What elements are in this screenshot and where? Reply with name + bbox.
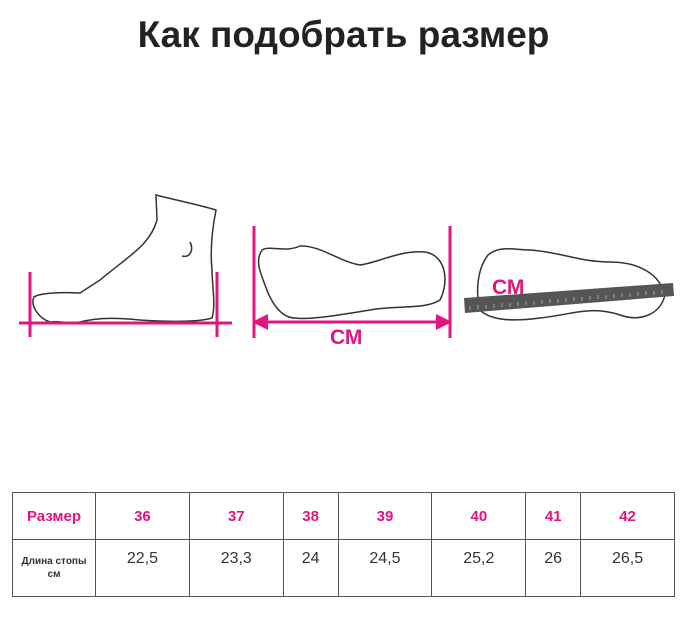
measurement-illustrations: СМ СМ: [19, 194, 674, 349]
cm-label-ruler: СМ: [492, 276, 524, 299]
size-cell: 36: [95, 492, 190, 540]
table-row-lengths: Длина стопы см 22,5 23,3 24 24,5 25,2 26 …: [12, 539, 675, 597]
cm-label-arrow: СМ: [330, 326, 362, 349]
size-table: Размер 36 37 38 39 40 41 42 Длина стопы с…: [12, 492, 675, 597]
row-label-length-line1: Длина стопы: [21, 556, 87, 567]
size-cell: 40: [431, 492, 527, 540]
length-cell: 26: [525, 539, 582, 597]
length-cell: 25,2: [431, 539, 527, 597]
size-cell: 37: [188, 492, 284, 540]
ruler-icon: [464, 283, 674, 313]
size-cell: 39: [337, 492, 433, 540]
measure-arrow: [252, 226, 452, 338]
page-title: Как подобрать размер: [137, 14, 550, 55]
foot-sole-tilted-icon: [476, 248, 666, 321]
size-cell: 38: [282, 492, 339, 540]
table-row-sizes: Размер 36 37 38 39 40 41 42: [12, 492, 675, 540]
size-cell: 42: [580, 492, 675, 540]
measure-lines-side: [19, 272, 232, 337]
length-cell: 24,5: [337, 539, 433, 597]
size-cell: 41: [525, 492, 582, 540]
foot-sole-icon: [257, 245, 446, 320]
length-cell: 24: [282, 539, 339, 597]
row-label-length-unit: см: [47, 569, 61, 580]
foot-side-icon: [32, 194, 217, 324]
length-cell: 22,5: [95, 539, 190, 597]
row-label-size: Размер: [12, 492, 96, 540]
length-cell: 23,3: [188, 539, 284, 597]
row-label-length: Длина стопы см: [12, 539, 96, 597]
length-cell: 26,5: [580, 539, 675, 597]
